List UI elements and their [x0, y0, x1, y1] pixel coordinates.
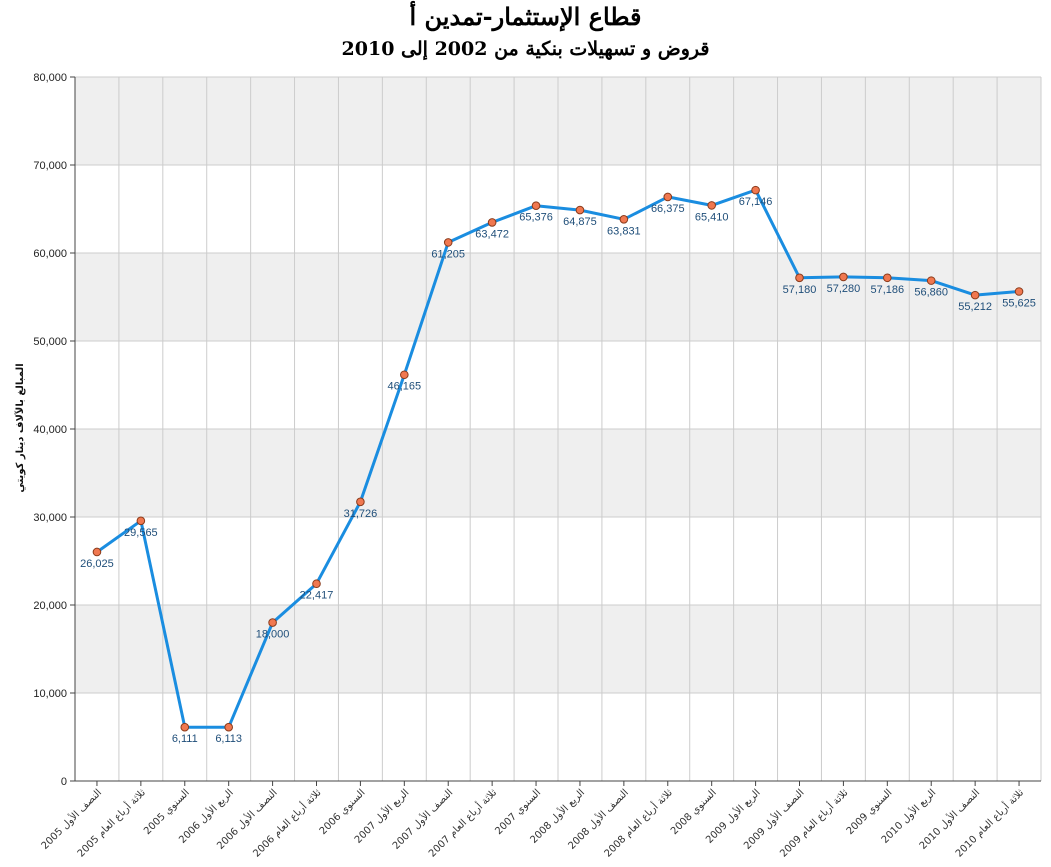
data-label: 31,726 [344, 508, 378, 520]
data-point [312, 579, 321, 589]
y-tick-label: 20,000 [33, 600, 67, 612]
data-point [883, 273, 892, 283]
y-tick-label: 50,000 [33, 336, 67, 348]
series-line [96, 188, 1020, 729]
data-point [356, 497, 365, 507]
y-tick-label: 80,000 [33, 72, 67, 84]
data-label: 57,280 [827, 283, 861, 295]
x-tick-label: ثلاثة أرباع العام 2006 [250, 786, 324, 860]
x-tick-label: ثلاثة أرباع العام 2007 [426, 786, 500, 860]
series-markers [92, 185, 1024, 732]
x-tick-label: ثلاثة أرباع العام 2010 [952, 786, 1026, 860]
axes [70, 76, 1041, 786]
data-label: 65,376 [519, 212, 553, 224]
data-label: 22,417 [300, 590, 334, 602]
data-point [136, 516, 146, 526]
data-point [92, 547, 102, 557]
data-point [926, 276, 936, 285]
data-label: 57,186 [870, 284, 904, 296]
data-point [531, 201, 541, 210]
y-tick-label: 60,000 [33, 248, 67, 260]
data-label: 18,000 [256, 629, 290, 641]
y-axis-label: المبالغ بالآلاف دينار كويتي [14, 363, 26, 492]
data-label: 26,025 [80, 558, 114, 570]
data-point [707, 201, 716, 210]
data-point [751, 185, 760, 195]
data-point [575, 205, 585, 215]
data-label: 64,875 [563, 216, 597, 228]
data-point [443, 238, 453, 247]
y-tick-label: 70,000 [33, 160, 67, 172]
data-label: 6,111 [172, 733, 198, 745]
data-point [268, 618, 277, 627]
data-labels: 26,025 29,565 6,111 6,113 18,000 22,417 31,726… [80, 196, 1036, 745]
chart-title: قطاع الإستثمار-تمدين أ [409, 2, 642, 31]
x-tick-label: ثلاثة أرباع العام 2005 [74, 786, 148, 860]
x-tick-label: ثلاثة أرباع العام 2008 [601, 786, 675, 860]
horizontal-gridlines [75, 76, 1041, 694]
data-label: 55,212 [958, 301, 992, 313]
data-label: 29,565 [124, 527, 158, 539]
data-point [663, 192, 673, 202]
data-label: 57,180 [783, 284, 817, 296]
data-point [795, 273, 804, 283]
data-label: 67,146 [739, 196, 773, 208]
y-tick-label: 0 [61, 776, 67, 788]
x-tick-label: ثلاثة أرباع العام 2009 [777, 786, 851, 860]
data-label: 65,410 [695, 211, 729, 223]
data-point [839, 272, 848, 282]
data-label: 66,375 [651, 203, 685, 215]
data-label: 63,831 [607, 225, 641, 237]
data-label: 46,165 [387, 381, 421, 393]
data-label: 6,113 [215, 733, 242, 745]
data-point [400, 370, 409, 380]
data-label: 63,472 [475, 228, 509, 240]
data-label: 61,205 [431, 248, 465, 260]
data-point [970, 290, 980, 300]
data-point [619, 214, 629, 224]
data-point [180, 722, 190, 732]
y-tick-label: 10,000 [33, 688, 67, 700]
y-tick-labels: 0 10,000 20,000 30,000 40,000 50,000 60,000 70,… [33, 72, 67, 788]
data-point [487, 218, 497, 227]
series-line [96, 188, 1020, 729]
y-tick-label: 40,000 [33, 424, 67, 436]
data-point [1014, 287, 1024, 296]
y-tick-label: 30,000 [33, 512, 67, 524]
chart-subtitle: قروض و تسهيلات بنكية من 2002 إلى 2010 [341, 38, 710, 60]
data-label: 55,625 [1002, 298, 1036, 310]
data-point [224, 722, 233, 732]
data-label: 56,860 [914, 287, 948, 299]
